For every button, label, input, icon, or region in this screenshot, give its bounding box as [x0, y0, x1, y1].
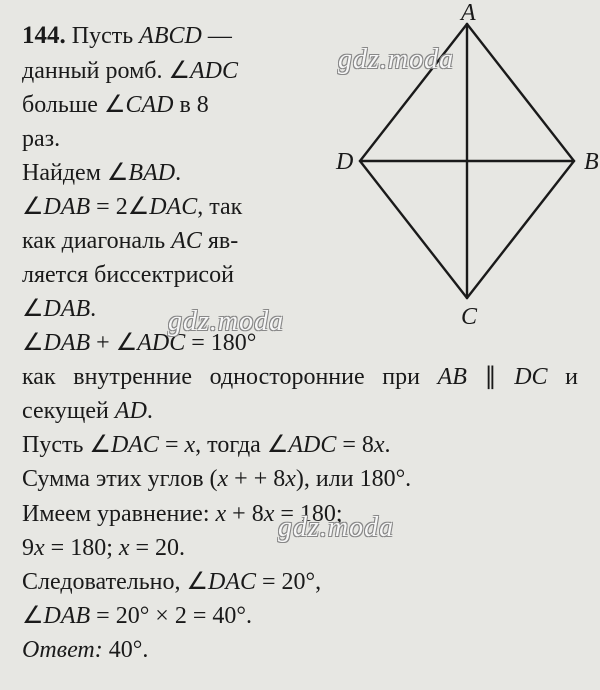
vertex-label-C: C	[461, 304, 477, 331]
rhombus-svg	[342, 6, 592, 316]
narrow-line-2: больше ∠CAD в 8	[22, 88, 322, 122]
full-line-7: Ответ: 40°.	[22, 633, 578, 667]
narrow-line-4: Найдем ∠BAD.	[22, 156, 322, 190]
full-text-block: как внутренние односторонние при AB ∥ DC…	[22, 360, 578, 667]
full-line-2: Сумма этих углов (x + + 8x), или 180°.	[22, 462, 578, 496]
full-line-1: Пусть ∠DAC = x, тогда ∠ADC = 8x.	[22, 428, 578, 462]
problem-number: 144.	[22, 22, 66, 49]
rhombus-diagram: ABCD	[342, 6, 592, 316]
narrow-line-8: ∠DAB.	[22, 292, 322, 326]
narrow-line-5: ∠DAB = 2∠DAC, так	[22, 190, 322, 224]
full-line-6: ∠DAB = 20° × 2 = 40°.	[22, 599, 578, 633]
narrow-line-6: как диагональ AC яв-	[22, 224, 322, 258]
narrow-line-7: ляется биссектрисой	[22, 258, 322, 292]
vertex-label-B: B	[584, 149, 599, 176]
narrow-line-3: раз.	[22, 122, 322, 156]
narrow-line-0: Пусть ABCD —	[66, 23, 232, 49]
full-line-5: Следовательно, ∠DAC = 20°,	[22, 565, 578, 599]
full-line-3: Имеем уравнение: x + 8x = 180;	[22, 497, 578, 531]
vertex-label-A: A	[461, 0, 476, 27]
full-line-0: как внутренние односторонние при AB ∥ DC…	[22, 360, 578, 428]
vertex-label-D: D	[336, 149, 353, 176]
narrow-text-block: 144. Пусть ABCD — данный ромб. ∠ADCбольш…	[22, 18, 322, 360]
narrow-line-9: ∠DAB + ∠ADC = 180°	[22, 326, 322, 360]
narrow-line-1: данный ромб. ∠ADC	[22, 54, 322, 88]
full-line-4: 9x = 180; x = 20.	[22, 531, 578, 565]
